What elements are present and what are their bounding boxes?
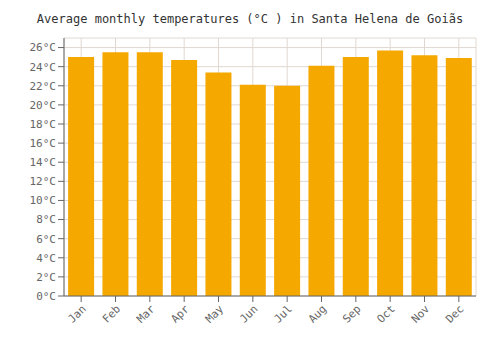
- svg-text:18°C: 18°C: [30, 118, 57, 131]
- svg-text:Jun: Jun: [237, 302, 260, 325]
- svg-text:Mar: Mar: [134, 302, 158, 326]
- svg-text:Dec: Dec: [443, 302, 466, 325]
- svg-text:Aug: Aug: [306, 302, 329, 325]
- svg-text:Sep: Sep: [340, 302, 363, 325]
- svg-text:8°C: 8°C: [36, 213, 56, 226]
- svg-text:4°C: 4°C: [36, 252, 56, 265]
- svg-text:26°C: 26°C: [30, 41, 57, 54]
- svg-text:Apr: Apr: [169, 302, 193, 326]
- svg-text:Jul: Jul: [272, 302, 295, 325]
- svg-text:24°C: 24°C: [30, 61, 57, 74]
- svg-text:16°C: 16°C: [30, 137, 57, 150]
- svg-text:22°C: 22°C: [30, 80, 57, 93]
- svg-text:Nov: Nov: [409, 302, 433, 326]
- svg-text:12°C: 12°C: [30, 175, 57, 188]
- svg-text:10°C: 10°C: [30, 194, 57, 207]
- svg-text:20°C: 20°C: [30, 99, 57, 112]
- html-text:Average monthly temperatures (: Average monthly temperatures (°C ) in Sa…: [36, 12, 464, 26]
- svg-text:May: May: [203, 302, 227, 326]
- svg-text:Oct: Oct: [375, 302, 398, 325]
- svg-text:14°C: 14°C: [30, 156, 57, 169]
- svg-text:Feb: Feb: [100, 302, 123, 325]
- svg-text:6°C: 6°C: [36, 233, 56, 246]
- svg-text:2°C: 2°C: [36, 271, 56, 284]
- svg-text:Jan: Jan: [66, 302, 89, 325]
- svg-text:0°C: 0°C: [36, 290, 56, 303]
